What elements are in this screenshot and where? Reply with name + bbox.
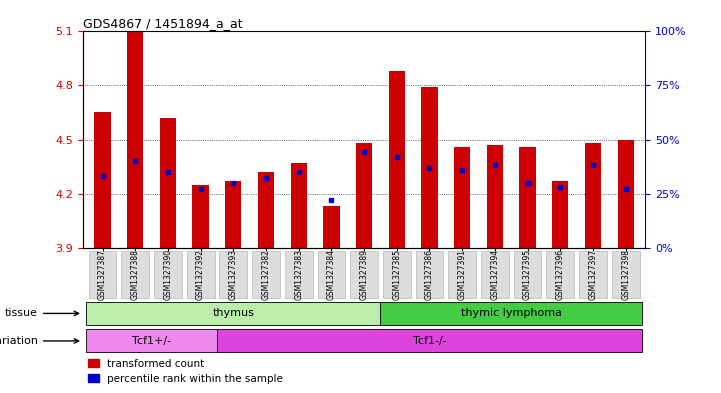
FancyBboxPatch shape [187, 251, 215, 298]
Text: GSM1327395: GSM1327395 [523, 248, 532, 300]
Text: GSM1327396: GSM1327396 [556, 248, 565, 300]
Bar [421, 87, 438, 248]
Bar [519, 147, 536, 248]
FancyBboxPatch shape [350, 251, 378, 298]
Text: Tcf1+/-: Tcf1+/- [132, 336, 171, 346]
FancyBboxPatch shape [219, 251, 247, 298]
Text: GSM1327386: GSM1327386 [425, 249, 434, 299]
Text: GSM1327383: GSM1327383 [294, 249, 304, 299]
FancyBboxPatch shape [252, 251, 280, 298]
Text: GSM1327388: GSM1327388 [131, 249, 140, 299]
Bar [225, 181, 242, 248]
Text: thymic lymphoma: thymic lymphoma [461, 309, 562, 318]
Bar [291, 163, 307, 248]
Bar [552, 181, 568, 248]
FancyBboxPatch shape [448, 251, 476, 298]
Text: Tcf1-/-: Tcf1-/- [412, 336, 446, 346]
Text: GDS4867 / 1451894_a_at: GDS4867 / 1451894_a_at [83, 17, 242, 30]
Bar [323, 206, 340, 248]
Text: GSM1327398: GSM1327398 [622, 249, 630, 299]
FancyBboxPatch shape [547, 251, 574, 298]
Text: GSM1327384: GSM1327384 [327, 249, 336, 299]
Bar [356, 143, 372, 248]
FancyBboxPatch shape [89, 251, 116, 298]
Text: GSM1327391: GSM1327391 [458, 249, 466, 299]
Text: GSM1327392: GSM1327392 [196, 249, 205, 299]
FancyBboxPatch shape [217, 329, 642, 353]
FancyBboxPatch shape [612, 251, 640, 298]
Text: GSM1327387: GSM1327387 [98, 249, 107, 299]
Text: genotype/variation: genotype/variation [0, 336, 79, 346]
Text: GSM1327390: GSM1327390 [164, 248, 172, 300]
Bar [454, 147, 470, 248]
Bar [160, 118, 176, 248]
Bar [617, 140, 634, 248]
Text: GSM1327393: GSM1327393 [229, 248, 238, 300]
FancyBboxPatch shape [317, 251, 345, 298]
Text: GSM1327385: GSM1327385 [392, 249, 402, 299]
FancyBboxPatch shape [513, 251, 541, 298]
Bar [585, 143, 601, 248]
Bar [389, 71, 405, 248]
FancyBboxPatch shape [285, 251, 313, 298]
FancyBboxPatch shape [415, 251, 443, 298]
FancyBboxPatch shape [121, 251, 149, 298]
Text: tissue: tissue [5, 309, 79, 318]
Text: GSM1327389: GSM1327389 [360, 249, 368, 299]
FancyBboxPatch shape [383, 251, 411, 298]
Bar [258, 172, 274, 248]
Text: GSM1327382: GSM1327382 [262, 249, 270, 299]
Bar [193, 185, 209, 248]
FancyBboxPatch shape [154, 251, 182, 298]
Bar [127, 31, 143, 248]
Bar [94, 112, 111, 248]
Text: GSM1327397: GSM1327397 [588, 248, 598, 300]
Legend: transformed count, percentile rank within the sample: transformed count, percentile rank withi… [88, 359, 283, 384]
FancyBboxPatch shape [481, 251, 509, 298]
Text: thymus: thymus [213, 309, 255, 318]
FancyBboxPatch shape [87, 329, 217, 353]
Text: GSM1327394: GSM1327394 [490, 248, 500, 300]
Bar [487, 145, 503, 248]
FancyBboxPatch shape [87, 302, 381, 325]
FancyBboxPatch shape [381, 302, 642, 325]
FancyBboxPatch shape [579, 251, 607, 298]
